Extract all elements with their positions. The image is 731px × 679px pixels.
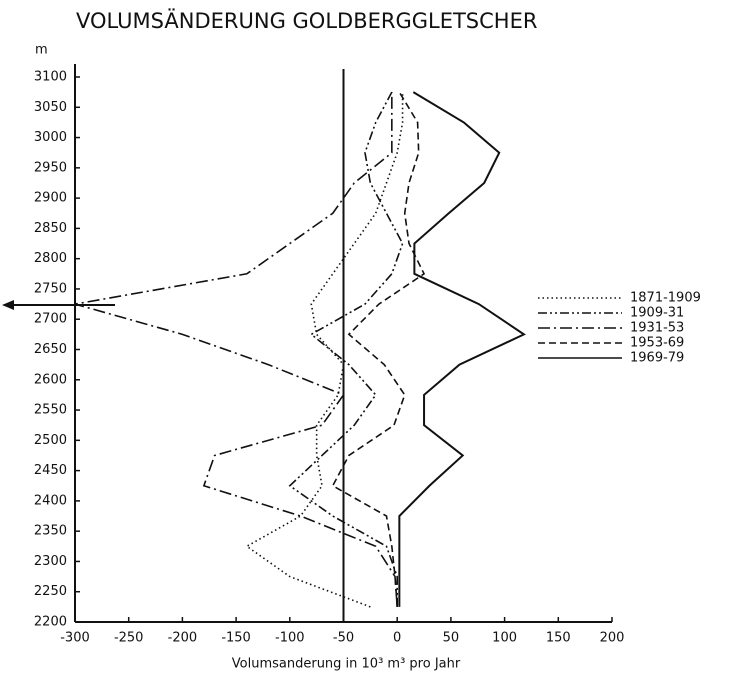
chart-title: VOLUMSÄNDERUNG GOLDBERGGLETSCHER <box>76 8 537 33</box>
y-tick-label: 3000 <box>34 130 67 145</box>
y-tick-label: 2500 <box>34 433 67 448</box>
y-tick-label: 2900 <box>34 191 67 206</box>
y-tick-label: 2650 <box>34 342 67 357</box>
x-tick-label: -200 <box>168 631 198 646</box>
x-tick-label: -250 <box>114 631 144 646</box>
legend-label: 1969-79 <box>630 351 684 366</box>
series-line <box>245 92 404 608</box>
x-tick-label: -300 <box>60 631 90 646</box>
series-line <box>288 91 404 607</box>
series-line <box>331 91 426 607</box>
y-tick-label: 2600 <box>34 372 67 387</box>
legend-label: 1931-53 <box>630 321 684 336</box>
y-tick-label: 2350 <box>34 524 67 539</box>
arrow-head <box>2 300 14 310</box>
y-tick-label: 2400 <box>34 493 67 508</box>
y-tick-label: 2250 <box>34 584 67 599</box>
legend-label: 1953-69 <box>630 336 684 351</box>
x-tick-label: 150 <box>546 631 571 646</box>
y-tick-label: 2200 <box>34 615 67 630</box>
y-tick-label: 2700 <box>34 312 67 327</box>
y-tick-label: 2950 <box>34 160 67 175</box>
x-tick-label: 50 <box>443 631 460 646</box>
y-tick-label: 3050 <box>34 100 67 115</box>
x-tick-label: 0 <box>393 631 401 646</box>
y-tick-label: 2450 <box>34 463 67 478</box>
y-axis-label: m <box>35 43 48 58</box>
y-tick-label: 2550 <box>34 403 67 418</box>
y-tick-label: 3100 <box>34 70 67 85</box>
y-tick-label: 2800 <box>34 251 67 266</box>
x-tick-label: -50 <box>333 631 354 646</box>
y-tick-label: 2300 <box>34 554 67 569</box>
series-line <box>74 92 398 607</box>
legend-label: 1871-1909 <box>630 291 701 306</box>
x-tick-label: 200 <box>600 631 625 646</box>
legend-label: 1909-31 <box>630 306 684 321</box>
x-axis-label: Volumsanderung in 10³ m³ pro Jahr <box>232 657 461 672</box>
y-tick-label: 2850 <box>34 221 67 236</box>
series-line <box>398 91 526 607</box>
x-tick-label: -100 <box>275 631 305 646</box>
x-tick-label: -150 <box>221 631 251 646</box>
x-tick-label: 100 <box>492 631 517 646</box>
y-tick-label: 2750 <box>34 281 67 296</box>
